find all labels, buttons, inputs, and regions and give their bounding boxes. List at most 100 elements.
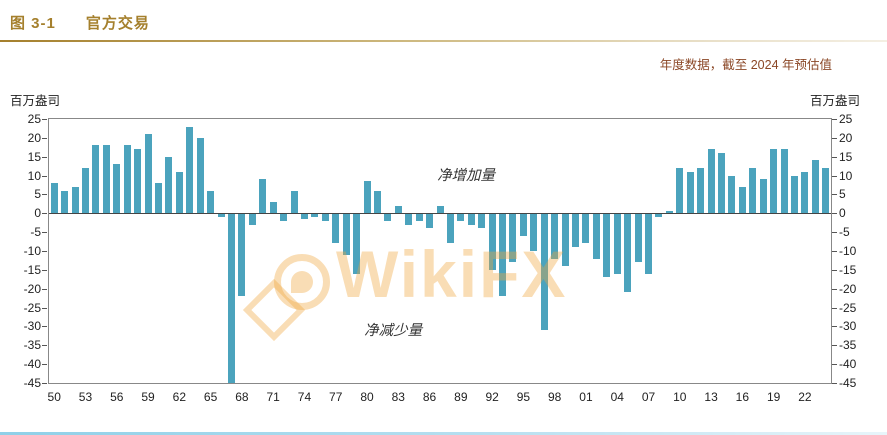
bar-1950 [50, 183, 58, 214]
x-tick-label: 95 [516, 390, 531, 404]
bar-1997 [540, 213, 548, 331]
bar-1963 [186, 126, 194, 214]
bar-1954 [92, 145, 100, 214]
y-tick-label-right: -45 [839, 376, 857, 390]
y-tick-mark [832, 383, 837, 384]
bar-1975 [311, 213, 319, 218]
y-tick-label-left: -10 [23, 244, 41, 258]
y-tick-label-right: 20 [839, 130, 853, 145]
y-tick-label-right: 10 [839, 168, 853, 183]
bar-1999 [561, 213, 569, 267]
bottom-accent-line [0, 432, 887, 435]
zero-axis-line [49, 213, 831, 215]
bar-1987 [436, 205, 444, 214]
chart-annotation: 净增加量 [437, 168, 496, 185]
y-tick-mark [832, 156, 837, 158]
y-tick-label-left: -25 [23, 300, 41, 315]
bar-1995 [519, 213, 527, 236]
x-tick-label: 77 [329, 390, 343, 404]
x-tick-label: 04 [610, 390, 624, 404]
y-tick-label-right: -20 [839, 281, 857, 296]
bar-2018 [759, 179, 767, 214]
y-tick-label-right: 5 [839, 187, 846, 202]
y-tick-label-left: 0 [34, 206, 41, 221]
y-tick-mark [42, 288, 47, 290]
x-tick-label: 68 [235, 390, 249, 404]
bar-2008 [655, 213, 663, 218]
bar-1983 [394, 205, 402, 214]
bar-1988 [446, 213, 454, 244]
y-tick-label-left: 15 [27, 149, 41, 164]
y-tick-mark [832, 119, 837, 120]
y-tick-label-right: -5 [839, 225, 850, 240]
bar-1986 [426, 213, 434, 229]
y-tick-label-right: 25 [839, 112, 853, 126]
bar-1972 [280, 213, 288, 221]
title-underline [0, 40, 887, 42]
y-tick-mark [832, 251, 837, 252]
y-tick-label-left: -20 [23, 281, 41, 296]
bar-1958 [134, 149, 142, 214]
bar-1981 [373, 190, 381, 214]
bar-2003 [603, 213, 611, 278]
bar-1957 [123, 145, 131, 214]
bar-1979 [353, 213, 361, 274]
y-tick-mark [832, 364, 837, 366]
bar-1985 [415, 213, 423, 221]
y-tick-mark [42, 194, 47, 196]
y-tick-label-left: 25 [27, 112, 41, 126]
x-tick-label: 59 [141, 390, 155, 404]
x-tick-label: 10 [673, 390, 687, 404]
y-tick-label-left: 10 [27, 168, 41, 183]
x-tick-label: 80 [360, 390, 374, 404]
y-tick-mark [42, 232, 47, 234]
x-tick-label: 62 [172, 390, 186, 404]
bar-1996 [530, 213, 538, 251]
bar-2016 [738, 186, 746, 214]
bar-2021 [791, 175, 798, 214]
y-tick-mark [42, 345, 47, 347]
bar-1971 [269, 201, 277, 214]
bar-1968 [238, 213, 246, 297]
bar-1956 [113, 164, 121, 214]
y-tick-label-right: -15 [839, 262, 857, 277]
bar-1964 [196, 137, 204, 214]
y-tick-label-left: 5 [34, 187, 41, 202]
bar-1991 [478, 213, 486, 229]
x-tick-label: 74 [297, 390, 312, 404]
x-tick-label: 16 [735, 390, 750, 404]
bar-1955 [102, 145, 110, 214]
y-tick-label-left: -40 [23, 357, 41, 372]
y-tick-label-left: 20 [27, 130, 41, 145]
x-tick-label: 56 [110, 390, 124, 404]
bar-1989 [457, 213, 465, 221]
y-tick-label-right: 15 [839, 149, 853, 164]
x-tick-label: 19 [766, 390, 781, 404]
x-tick-label: 07 [641, 390, 656, 404]
y-tick-mark [832, 307, 837, 309]
bar-1982 [384, 213, 392, 221]
bar-2017 [749, 168, 757, 214]
y-tick-mark [832, 269, 837, 271]
y-tick-mark [42, 213, 47, 215]
x-tick-label: 65 [203, 390, 218, 404]
y-tick-mark [832, 345, 837, 347]
bar-2000 [572, 213, 580, 248]
bar-1967 [227, 213, 235, 383]
bar-1998 [551, 213, 559, 259]
bar-1960 [154, 183, 162, 214]
bar-2012 [697, 168, 705, 214]
bar-1984 [405, 213, 413, 225]
bar-2011 [686, 171, 694, 214]
y-tick-mark [832, 194, 837, 196]
y-tick-mark [832, 288, 837, 290]
bar-2015 [728, 175, 736, 214]
y-tick-label-left: -35 [23, 338, 41, 353]
right-axis-unit-label: 百万盎司 [809, 94, 860, 108]
y-tick-mark [42, 326, 47, 328]
x-tick-label: 53 [78, 390, 93, 404]
bar-2013 [707, 149, 715, 214]
bar-1990 [467, 213, 475, 225]
bar-1980 [363, 181, 371, 214]
